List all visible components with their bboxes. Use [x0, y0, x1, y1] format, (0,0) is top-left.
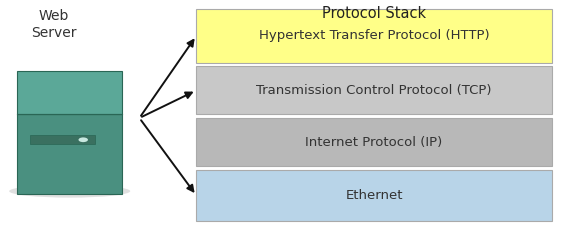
Bar — [196, 118, 552, 166]
Bar — [196, 170, 552, 221]
Ellipse shape — [79, 137, 88, 142]
Bar — [30, 135, 95, 144]
Text: Protocol Stack: Protocol Stack — [322, 6, 426, 21]
Text: Hypertext Transfer Protocol (HTTP): Hypertext Transfer Protocol (HTTP) — [259, 30, 489, 42]
Bar — [17, 114, 122, 194]
Text: Ethernet: Ethernet — [345, 189, 403, 202]
Text: Internet Protocol (IP): Internet Protocol (IP) — [306, 136, 443, 149]
Text: Transmission Control Protocol (TCP): Transmission Control Protocol (TCP) — [257, 84, 492, 97]
Bar — [17, 71, 122, 114]
Text: Web
Server: Web Server — [31, 9, 77, 40]
Bar — [196, 9, 552, 63]
Ellipse shape — [9, 185, 130, 198]
Bar — [196, 66, 552, 114]
